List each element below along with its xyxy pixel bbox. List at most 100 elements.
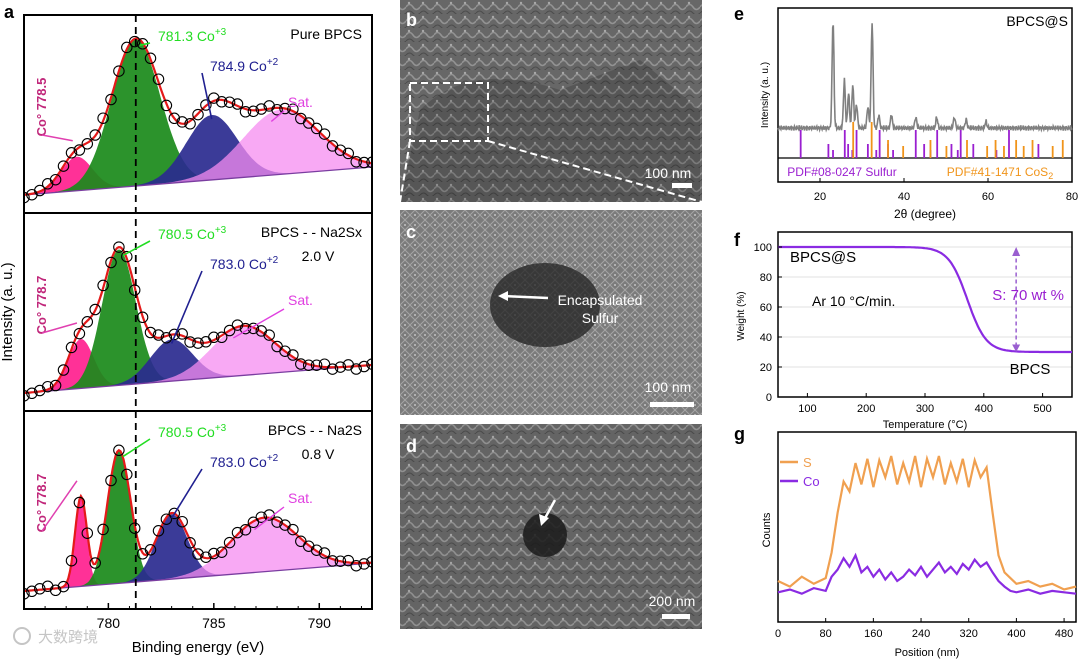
xps-data-point bbox=[350, 156, 362, 168]
xps-data-point bbox=[73, 327, 86, 340]
xps-peak-1-1 bbox=[24, 249, 372, 393]
xrd-frame bbox=[777, 7, 1073, 183]
xps-data-point bbox=[200, 551, 212, 563]
xps-data-point bbox=[208, 547, 220, 560]
tga-arrow-head-bottom bbox=[1012, 344, 1021, 352]
xps-data-point bbox=[215, 546, 228, 558]
xps-data-point bbox=[263, 329, 275, 341]
xps-co0-arrow bbox=[41, 480, 78, 532]
eds-x-tick-label: 480 bbox=[1055, 628, 1073, 640]
xps-data-point bbox=[24, 588, 30, 600]
tga-curve bbox=[778, 245, 1072, 354]
xps-data-point bbox=[41, 380, 54, 393]
xrd-panel: e PDF#08-0247 Sulfur PDF#41-1471 CoS2 BPCS… bbox=[734, 4, 1078, 221]
xps-data-point bbox=[152, 525, 165, 537]
xrd-sample-label: BPCS@S bbox=[1006, 13, 1068, 29]
xps-data-point bbox=[26, 387, 38, 400]
xps-data-point bbox=[73, 144, 86, 156]
tga-x-tick-label: 200 bbox=[857, 403, 875, 415]
tga-y-tick-label: 80 bbox=[760, 272, 772, 284]
xps-data-point bbox=[350, 363, 362, 375]
xps-data-point bbox=[334, 144, 347, 156]
xps-data-point bbox=[342, 554, 355, 567]
eds-series-co bbox=[777, 552, 1077, 595]
tga-condition-label: Ar 10 °C/min. bbox=[812, 293, 895, 309]
xps-annotation-arrow bbox=[232, 308, 285, 339]
xps-annotation-label: Sat. bbox=[288, 94, 313, 110]
xps-data-point bbox=[168, 507, 181, 520]
tga-arrow-head-top bbox=[1012, 247, 1021, 256]
xps-annotation-arrow bbox=[170, 270, 203, 344]
xps-data-point bbox=[113, 65, 125, 77]
tga-y-tick-label: 40 bbox=[760, 332, 772, 344]
xrd-pattern-line bbox=[777, 23, 1073, 133]
xps-data-point bbox=[208, 92, 220, 104]
xps-data-point bbox=[34, 184, 46, 197]
xps-sample-label: BPCS - - Na2Sx bbox=[261, 224, 362, 240]
xps-data-point bbox=[24, 191, 30, 204]
watermark: 大数跨境 bbox=[13, 627, 98, 646]
xps-data-point bbox=[152, 73, 165, 85]
tga-x-tick-label: 100 bbox=[798, 403, 816, 415]
scale-bar-label-d: 200 nm bbox=[649, 593, 696, 609]
xps-data-point bbox=[81, 527, 94, 539]
xps-baseline-0 bbox=[24, 166, 372, 196]
xps-co0-arrow bbox=[41, 134, 73, 142]
eds-plot: S Co 0 80 160 240 320 400 480 Position (nm) Counts bbox=[761, 431, 1077, 659]
xps-data-point bbox=[271, 103, 283, 116]
xps-annotation-label: Sat. bbox=[288, 490, 313, 506]
xps-annotation-arrow bbox=[254, 506, 285, 531]
xps-annotation-arrow bbox=[201, 72, 213, 120]
xps-data-point bbox=[144, 326, 157, 339]
sem-panel-b: b 100 nm bbox=[399, 0, 703, 203]
xps-data-point bbox=[65, 147, 78, 159]
xps-data-point bbox=[105, 474, 117, 487]
xps-plot-area bbox=[24, 35, 372, 600]
scale-bar-label-c: 100 nm bbox=[645, 379, 692, 395]
xps-data-point bbox=[192, 548, 204, 560]
xps-data-point bbox=[192, 108, 204, 121]
panel-letter-g: g bbox=[734, 424, 745, 444]
xps-sample-label: 0.8 V bbox=[302, 446, 335, 462]
xps-data-point bbox=[113, 444, 125, 457]
xps-data-point bbox=[247, 516, 260, 529]
panel-letter-c: c bbox=[406, 222, 416, 242]
xps-data-point bbox=[49, 379, 62, 392]
xrd-x-tick-label: 20 bbox=[814, 191, 826, 203]
encapsulated-sulfur-label: Encapsulated Sulfur bbox=[558, 292, 643, 326]
xps-subpanel-0 bbox=[24, 35, 372, 204]
xps-x-tick-label: 780 bbox=[97, 615, 121, 631]
xps-data-point bbox=[24, 390, 30, 402]
xps-data-point bbox=[279, 102, 291, 115]
xps-subpanel-2 bbox=[24, 444, 372, 600]
xps-data-point bbox=[247, 322, 260, 335]
xps-data-point bbox=[334, 555, 347, 567]
tga-y-tick-label: 60 bbox=[760, 302, 772, 314]
xps-data-point bbox=[342, 147, 355, 160]
xps-annotation-arrow bbox=[139, 42, 151, 47]
xrd-x-tick-label: 40 bbox=[898, 191, 910, 203]
xps-y-axis-label: Intensity (a. u.) bbox=[0, 262, 16, 361]
eds-x-tick-label: 160 bbox=[864, 628, 882, 640]
xps-data-point bbox=[223, 96, 236, 108]
xps-x-tick-label: 790 bbox=[308, 615, 332, 631]
xps-peak-2-3 bbox=[24, 517, 372, 591]
xps-data-point bbox=[176, 116, 188, 128]
xps-data-point bbox=[65, 554, 78, 567]
xps-data-point bbox=[318, 547, 331, 559]
xps-panel: a Pure BPCS Co° 778.5 781.3 Co+3 784.9 Co+2… bbox=[0, 2, 373, 656]
xps-data-point bbox=[231, 98, 244, 110]
xrd-x-tick-label: 60 bbox=[982, 191, 994, 203]
xps-data-point bbox=[184, 118, 196, 130]
xps-data-point bbox=[295, 358, 307, 370]
tga-x-tick-label: 500 bbox=[1033, 403, 1051, 415]
xps-data-point bbox=[287, 349, 299, 361]
xps-data-point bbox=[121, 250, 133, 263]
xps-data-point bbox=[105, 256, 117, 269]
xps-data-point bbox=[160, 513, 173, 525]
xps-data-point bbox=[215, 96, 228, 108]
xps-annotation-arrow bbox=[170, 468, 203, 519]
xps-data-point bbox=[168, 328, 181, 341]
tga-y-axis-label: Weight (%) bbox=[736, 291, 747, 340]
tga-y-tick-label: 0 bbox=[766, 392, 772, 404]
